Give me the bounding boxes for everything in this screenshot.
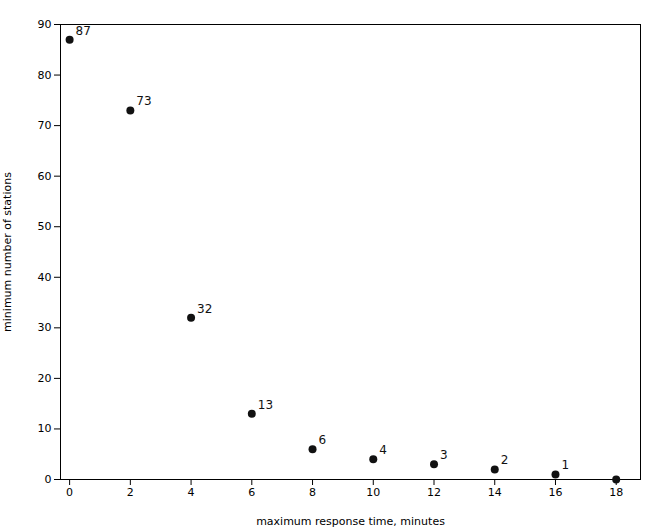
- svg-text:minimum number of stations: minimum number of stations: [1, 172, 14, 332]
- svg-text:6: 6: [319, 433, 327, 447]
- svg-text:10: 10: [366, 486, 380, 499]
- svg-text:4: 4: [379, 443, 387, 457]
- svg-text:30: 30: [38, 321, 52, 334]
- svg-text:20: 20: [38, 372, 52, 385]
- svg-text:2: 2: [501, 453, 509, 467]
- svg-text:1: 1: [561, 458, 569, 472]
- svg-text:12: 12: [427, 486, 441, 499]
- svg-text:40: 40: [38, 271, 52, 284]
- svg-text:32: 32: [197, 302, 212, 316]
- svg-text:maximum response time, minutes: maximum response time, minutes: [256, 515, 445, 527]
- svg-text:87: 87: [76, 24, 91, 38]
- svg-text:80: 80: [38, 69, 52, 82]
- svg-text:16: 16: [548, 486, 562, 499]
- svg-text:3: 3: [440, 448, 448, 462]
- svg-text:50: 50: [38, 220, 52, 233]
- svg-text:4: 4: [188, 486, 195, 499]
- svg-text:0: 0: [66, 486, 73, 499]
- svg-text:70: 70: [38, 119, 52, 132]
- svg-text:13: 13: [258, 398, 273, 412]
- svg-text:10: 10: [38, 422, 52, 435]
- svg-text:73: 73: [136, 94, 151, 108]
- svg-text:18: 18: [609, 486, 623, 499]
- svg-text:14: 14: [488, 486, 502, 499]
- svg-text:8: 8: [309, 486, 316, 499]
- svg-text:6: 6: [248, 486, 255, 499]
- svg-text:60: 60: [38, 170, 52, 183]
- svg-text:90: 90: [38, 18, 52, 31]
- svg-text:0: 0: [45, 473, 52, 486]
- svg-text:2: 2: [127, 486, 134, 499]
